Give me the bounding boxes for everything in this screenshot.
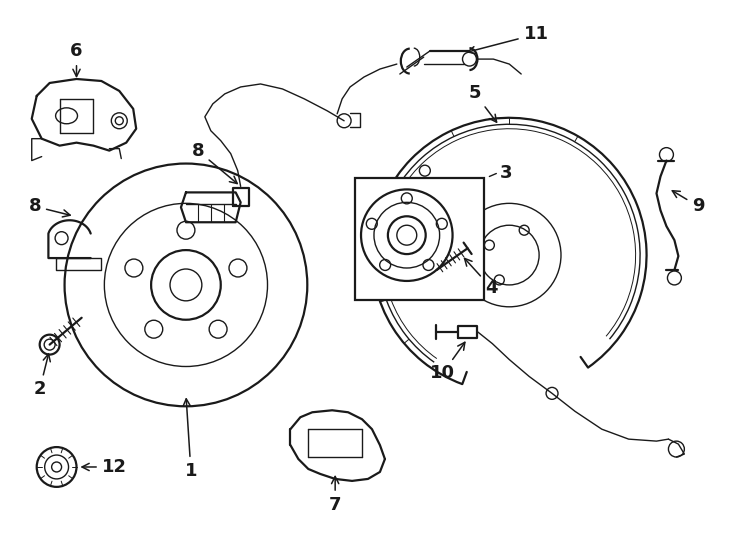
Circle shape <box>397 225 417 245</box>
Text: 7: 7 <box>329 476 341 514</box>
Circle shape <box>388 217 426 254</box>
Text: 12: 12 <box>82 458 127 476</box>
Circle shape <box>115 117 123 125</box>
Text: 1: 1 <box>183 399 197 480</box>
Text: 3: 3 <box>500 165 512 183</box>
Text: 8: 8 <box>29 197 70 217</box>
Text: 9: 9 <box>672 191 705 215</box>
Text: 2: 2 <box>34 354 51 399</box>
Text: 10: 10 <box>430 342 465 382</box>
Text: 4: 4 <box>465 259 498 297</box>
Text: 11: 11 <box>468 25 548 53</box>
Text: 6: 6 <box>70 42 83 77</box>
Circle shape <box>51 462 62 472</box>
Text: 5: 5 <box>468 84 497 122</box>
Bar <box>355 179 484 300</box>
Circle shape <box>170 269 202 301</box>
Text: 8: 8 <box>192 141 237 184</box>
